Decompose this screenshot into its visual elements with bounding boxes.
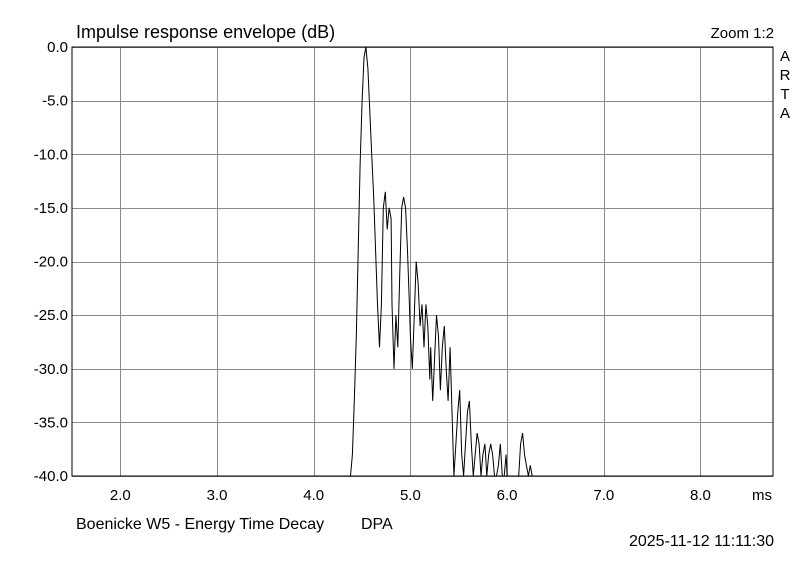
brand-letter: R: [779, 67, 791, 84]
horizontal-gridlines: [72, 47, 773, 477]
y-tick-label: -40.0: [34, 468, 68, 485]
x-tick-label: 4.0: [303, 487, 324, 504]
measurement-caption: Boenicke W5 - Energy Time Decay: [76, 516, 325, 533]
y-tick-label: -30.0: [34, 361, 68, 378]
x-tick-label: 7.0: [593, 487, 614, 504]
brand-letter: T: [780, 86, 790, 103]
y-tick-labels: 0.0 -5.0 -10.0 -15.0 -20.0 -25.0 -30.0 -35.0 -40…: [34, 39, 68, 485]
x-tick-label: 8.0: [690, 487, 711, 504]
plot-frame: [71, 46, 774, 477]
x-tick-label: 3.0: [207, 487, 228, 504]
microphone-tag: DPA: [361, 516, 393, 533]
envelope-series-line: [72, 46, 773, 477]
x-axis-label: ms: [752, 487, 772, 504]
vertical-gridlines: [120, 47, 701, 476]
x-tick-label: 2.0: [110, 487, 131, 504]
y-tick-label: -10.0: [34, 146, 68, 163]
zoom-level: Zoom 1:2: [710, 25, 774, 42]
y-tick-label: -5.0: [42, 93, 68, 110]
x-tick-label: 5.0: [400, 487, 421, 504]
y-tick-label: -20.0: [34, 254, 68, 271]
x-tick-label: 6.0: [497, 487, 518, 504]
chart-title: Impulse response envelope (dB): [76, 22, 336, 42]
x-tick-labels: 2.0 3.0 4.0 5.0 6.0 7.0 8.0: [110, 487, 711, 504]
y-tick-label: -25.0: [34, 307, 68, 324]
timestamp: 2025-11-12 11:11:30: [628, 533, 774, 550]
y-tick-label: -35.0: [34, 414, 68, 431]
brand-letter: A: [779, 48, 790, 65]
y-tick-label: -15.0: [34, 200, 68, 217]
y-tick-label: 0.0: [47, 39, 68, 56]
brand-vertical-label: A R T A: [778, 47, 792, 123]
brand-letter: A: [779, 105, 790, 122]
